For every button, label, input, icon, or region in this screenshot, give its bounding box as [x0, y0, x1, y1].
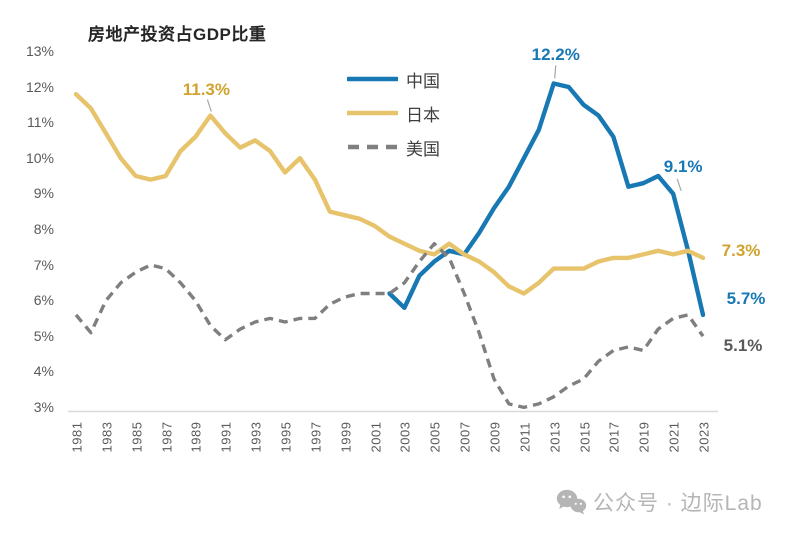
legend-item-us: 美国 [347, 138, 440, 159]
y-tick-label: 11% [27, 114, 54, 131]
china-line-swatch [347, 76, 398, 82]
legend-label-china: 中国 [406, 71, 440, 91]
annotation-9.1: 9.1% [663, 156, 703, 176]
us-line-swatch [348, 144, 397, 150]
china-line [387, 81, 706, 318]
legend-label-japan: 日本 [406, 105, 440, 125]
wechat-icon [556, 489, 587, 514]
annotation-5.1: 5.1% [723, 336, 763, 356]
y-tick-label: 9% [33, 185, 54, 202]
annotation-pointer-line [554, 65, 557, 79]
annotation-5.7: 5.7% [726, 288, 766, 308]
y-tick-label: 8% [33, 221, 54, 237]
chart-title: 房地产投资占GDP比重 [88, 25, 267, 44]
y-tick-label: 13% [25, 43, 54, 59]
annotation-11.3: 11.3% [182, 79, 230, 99]
legend-item-china: 中国 [347, 70, 440, 91]
japan-line [73, 91, 706, 296]
y-tick-label: 3% [33, 399, 54, 415]
legend: 中国 日本 美国 [347, 70, 440, 172]
y-tick-label: 5% [33, 327, 54, 344]
annotation-pointer-line [206, 99, 212, 112]
watermark-text: 公众号 · 边际Lab [593, 492, 763, 515]
y-tick-label: 12% [25, 78, 54, 95]
watermark: 公众号 · 边际Lab [556, 487, 763, 517]
y-tick-label: 10% [25, 149, 54, 166]
annotation-12.2: 12.2% [531, 45, 580, 65]
y-tick-label: 6% [33, 292, 54, 309]
japan-line-swatch [347, 110, 398, 116]
y-tick-label: 7% [33, 256, 54, 273]
legend-label-us: 美国 [406, 139, 440, 159]
annotation-7.3: 7.3% [721, 240, 761, 260]
legend-item-japan: 日本 [347, 104, 440, 125]
annotation-pointer-line [676, 178, 682, 192]
us-line [74, 241, 705, 410]
y-tick-label: 4% [33, 363, 54, 380]
